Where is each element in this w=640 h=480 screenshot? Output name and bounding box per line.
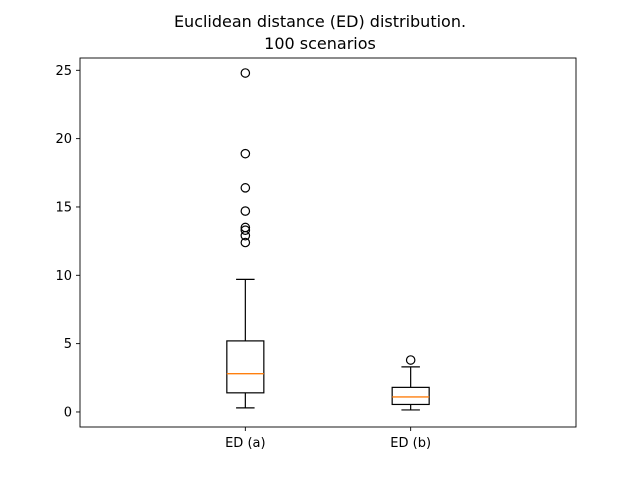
x-tick-label: ED (b) — [390, 436, 431, 451]
outlier-point — [240, 68, 251, 78]
outlier-point — [240, 148, 251, 159]
y-tick-label: 15 — [55, 200, 72, 215]
y-tick-label: 5 — [64, 337, 72, 352]
plot-frame — [79, 57, 577, 428]
y-tick-label: 20 — [55, 132, 72, 147]
y-tick-label: 0 — [64, 405, 72, 420]
x-tick-label: ED (a) — [225, 436, 265, 451]
chart-title-line-1: Euclidean distance (ED) distribution. — [173, 12, 467, 31]
outlier-point — [240, 183, 251, 193]
outlier-point — [240, 237, 251, 248]
box-iqr — [391, 386, 430, 406]
y-tick-label: 25 — [55, 64, 72, 79]
outlier-point — [240, 206, 251, 216]
outlier-point — [240, 225, 251, 235]
chart-title-line-2: 100 scenarios — [264, 34, 376, 53]
box-iqr — [226, 340, 265, 394]
outlier-point — [240, 222, 251, 233]
y-tick-label: 10 — [55, 269, 72, 284]
outlier-point — [405, 355, 416, 365]
